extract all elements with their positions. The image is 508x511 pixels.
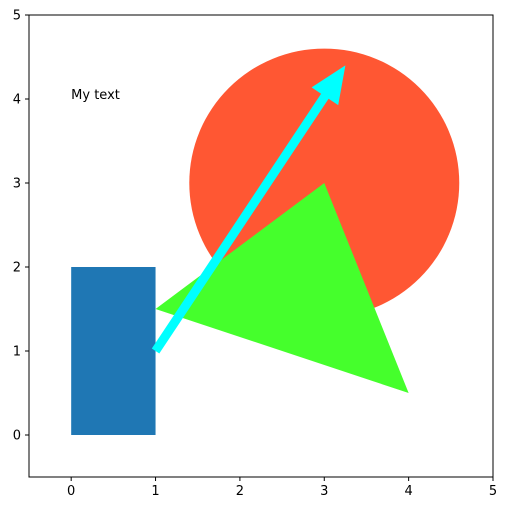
rectangle-shape (71, 267, 156, 435)
y-tick-label: 4 (13, 93, 21, 108)
x-tick-label: 4 (404, 484, 412, 499)
y-tick-label: 1 (13, 345, 21, 360)
y-tick-label: 5 (13, 9, 21, 24)
y-axis: 0 1 2 3 4 5 (13, 9, 29, 444)
y-tick-label: 0 (13, 429, 21, 444)
y-tick-label: 3 (13, 177, 21, 192)
x-axis: 0 1 2 3 4 5 (67, 477, 497, 499)
plot-frame (28, 14, 494, 478)
x-tick-label: 0 (67, 484, 75, 499)
x-tick-label: 2 (236, 484, 244, 499)
x-tick-label: 5 (489, 484, 497, 499)
y-tick-label: 2 (13, 261, 21, 276)
x-tick-label: 3 (320, 484, 328, 499)
arrow-shape (151, 65, 346, 354)
triangle-shape (155, 183, 409, 393)
shapes-layer (71, 48, 460, 435)
x-tick-label: 1 (151, 484, 159, 499)
annotation-layer: My text (71, 88, 120, 103)
annotation-label: My text (71, 88, 120, 103)
